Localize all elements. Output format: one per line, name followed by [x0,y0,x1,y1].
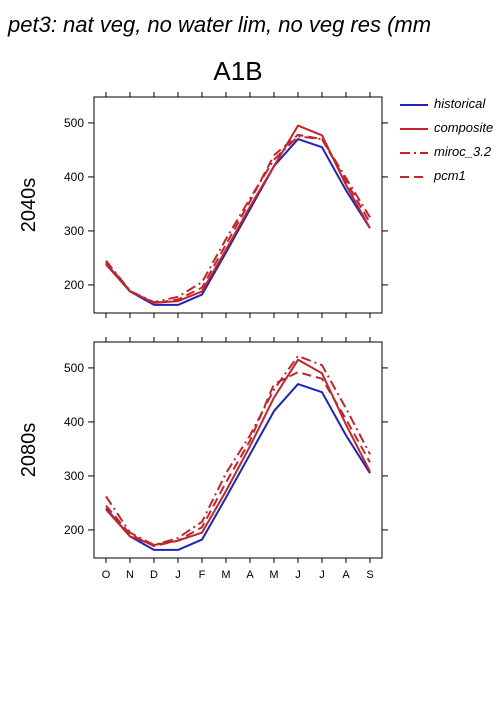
x-tick-label: J [319,569,325,581]
legend-label: pcm1 [434,168,466,183]
y-tick-label: 300 [64,469,84,483]
x-tick-label: J [295,569,301,581]
x-tick-label: O [102,569,111,581]
series-line-historical [105,138,371,306]
legend-label: miroc_3.2 [434,144,492,159]
legend-item-composite: composite [398,120,501,144]
series-line-pcm1 [105,371,371,548]
legend-label: historical [434,96,486,111]
series-line-miroc-3-2 [105,355,371,546]
x-tick-label: N [126,569,134,581]
y-tick-label: 500 [64,361,84,375]
x-tick-label: M [269,569,278,581]
y-tick-label: 200 [64,523,84,537]
y-axis-label: 2080s [18,423,40,478]
plot-frame [93,341,383,559]
y-tick-label: 400 [64,170,84,184]
legend-swatch-miroc [400,152,428,154]
x-tick-label: A [246,569,254,581]
legend-item-pcm1: pcm1 [398,168,501,192]
page-title: pet3: nat veg, no water lim, no veg res … [8,12,432,37]
x-tick-label: A [342,569,350,581]
y-axis-label: 2040s [18,178,40,233]
series-line-composite [105,358,371,546]
plot-frame [93,96,383,314]
y-tick-label: 500 [64,116,84,130]
y-tick-label: 200 [64,278,84,292]
legend-swatch-composite [400,128,428,130]
x-tick-label: M [221,569,230,581]
series-line-historical [105,383,371,551]
legend-item-historical: historical [398,96,501,120]
chart-panel-2080s: 200 300 400 500 2080s [18,337,388,563]
x-tick-label: F [199,569,206,581]
legend-item-miroc: miroc_3.2 [398,144,501,168]
scenario-title: A1B [213,56,263,86]
x-tick-label: J [175,569,181,581]
chart-panel-2040s: 200 300 400 500 2040s [18,92,388,318]
x-tick-label: S [366,569,373,581]
legend: historical composite miroc_3.2 pcm1 [398,96,501,192]
y-tick-label: 300 [64,224,84,238]
legend-swatch-pcm1 [400,176,428,178]
series-line-pcm1 [105,133,371,305]
x-tick-label: D [150,569,158,581]
legend-label: composite [434,120,494,135]
y-tick-label: 400 [64,415,84,429]
legend-swatch-historical [400,104,428,106]
